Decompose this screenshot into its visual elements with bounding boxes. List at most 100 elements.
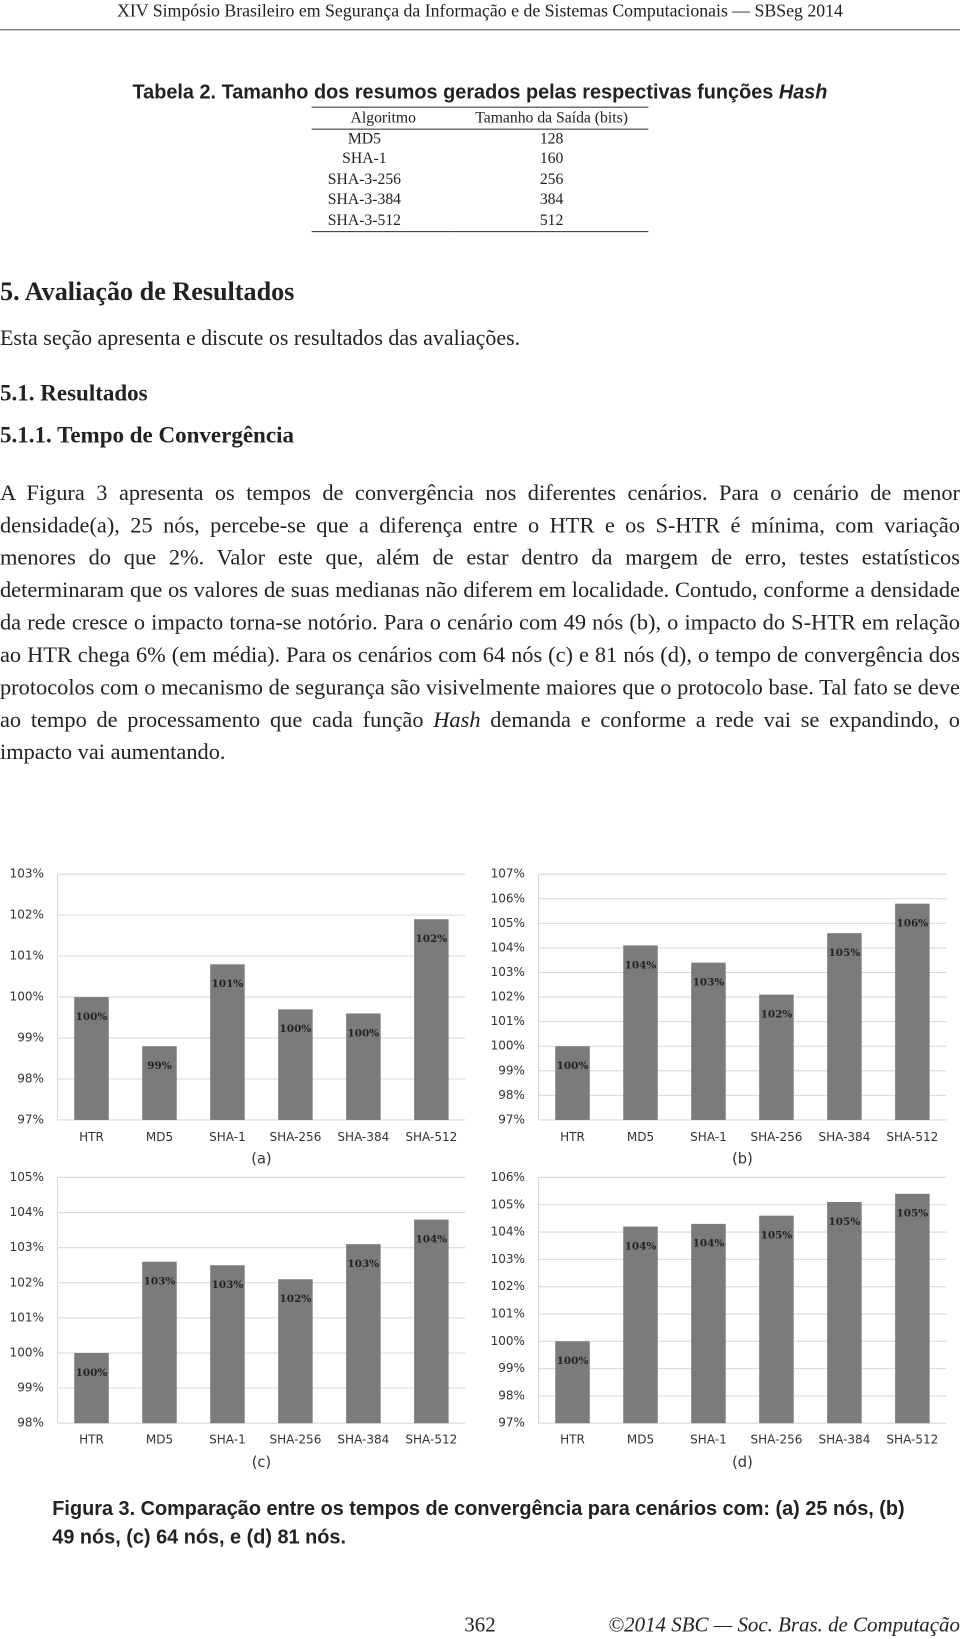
table-header-row: Algoritmo Tamanho da Saída (bits) — [311, 106, 649, 130]
chart-caption: (b) — [732, 1151, 753, 1168]
bar — [278, 1009, 313, 1120]
value-label: 100% — [280, 1023, 312, 1035]
y-tick-label: 98% — [17, 1416, 44, 1430]
y-tick-label: 99% — [17, 1381, 44, 1395]
copyright: ©2014 SBC — Soc. Bras. de Computação — [608, 1613, 960, 1637]
value-label: 100% — [76, 1367, 108, 1379]
y-tick-label: 105% — [491, 916, 525, 930]
y-tick-label: 107% — [491, 867, 525, 881]
paragraph: A Figura 3 apresenta os tempos de conver… — [0, 477, 960, 769]
value-label: 100% — [557, 1060, 589, 1072]
y-tick-label: 104% — [491, 1225, 525, 1239]
bar — [142, 1261, 177, 1424]
table-row: SHA-3-256 256 — [312, 170, 649, 190]
bar — [74, 997, 109, 1120]
running-header: XIV Simpósio Brasileiro em Segurança da … — [117, 1, 843, 21]
value-label: 105% — [897, 1208, 929, 1220]
y-tick-label: 98% — [17, 1071, 44, 1085]
x-tick-label: MD5 — [627, 1130, 654, 1144]
y-tick-label: 103% — [491, 1252, 525, 1266]
table-label: Tabela 2. — [132, 81, 217, 104]
table-header: Algoritmo — [311, 106, 455, 130]
y-tick-label: 104% — [491, 940, 525, 954]
bar — [555, 1341, 590, 1424]
table-row: SHA-1 160 — [312, 150, 649, 170]
y-tick-label: 101% — [10, 1310, 44, 1324]
y-tick-label: 99% — [498, 1361, 525, 1375]
bar — [210, 964, 245, 1120]
table-caption-emph: Hash — [778, 81, 828, 104]
y-tick-label: 100% — [491, 1039, 525, 1053]
bar — [759, 994, 794, 1120]
chart-caption: (a) — [251, 1151, 271, 1168]
y-tick-label: 99% — [17, 1031, 44, 1045]
value-label: 100% — [348, 1027, 380, 1039]
paragraph-text: demanda e conforme a rede vai se expandi… — [0, 706, 960, 765]
y-tick-label: 100% — [491, 1334, 525, 1348]
x-tick-label: HTR — [79, 1130, 104, 1144]
table-cell: MD5 — [347, 130, 381, 148]
bar — [623, 945, 658, 1120]
x-tick-label: SHA-1 — [690, 1130, 727, 1144]
value-label: 104% — [415, 1233, 447, 1245]
x-tick-label: HTR — [560, 1130, 585, 1144]
bar — [278, 1279, 313, 1424]
value-label: 104% — [625, 1240, 657, 1252]
page-number: 362 — [464, 1613, 496, 1637]
paragraph-text: A Figura 3 apresenta os tempos de conver… — [0, 479, 960, 732]
y-tick-label: 101% — [491, 1306, 525, 1320]
y-tick-label: 100% — [10, 1345, 44, 1359]
section-intro: Esta seção apresenta e discute os result… — [0, 325, 521, 351]
x-tick-label: HTR — [79, 1432, 104, 1446]
y-tick-label: 103% — [10, 1240, 44, 1254]
y-tick-label: 102% — [10, 908, 44, 922]
x-tick-label: SHA-384 — [337, 1432, 389, 1446]
y-tick-label: 97% — [17, 1112, 44, 1126]
bar — [895, 1193, 930, 1424]
bar — [74, 1352, 109, 1424]
x-tick-label: MD5 — [146, 1130, 173, 1144]
value-label: 103% — [212, 1279, 244, 1291]
x-tick-label: HTR — [560, 1432, 585, 1446]
table-row: SHA-3-512 512 — [311, 210, 649, 233]
table-cell: SHA-3-512 — [311, 210, 455, 233]
y-tick-label: 101% — [491, 1014, 525, 1028]
bar — [555, 1046, 590, 1120]
table-cell: SHA-1 — [342, 151, 387, 168]
bar — [759, 1215, 794, 1424]
x-tick-label: SHA-256 — [750, 1432, 802, 1446]
chart-caption: (d) — [732, 1454, 753, 1471]
value-label: 100% — [557, 1355, 589, 1367]
bar — [346, 1013, 381, 1120]
chart-caption: (c) — [252, 1454, 271, 1471]
table-caption: Tabela 2. Tamanho dos resumos gerados pe… — [0, 82, 960, 105]
x-tick-label: SHA-1 — [690, 1432, 727, 1446]
value-label: 102% — [761, 1008, 793, 1020]
x-tick-label: SHA-1 — [209, 1130, 246, 1144]
y-tick-label: 105% — [491, 1197, 525, 1211]
y-tick-label: 97% — [498, 1112, 525, 1126]
value-label: 105% — [829, 1216, 861, 1228]
x-tick-label: SHA-256 — [750, 1130, 802, 1144]
value-label: 103% — [144, 1276, 176, 1288]
value-label: 102% — [415, 933, 447, 945]
table-cell: 256 — [539, 171, 564, 189]
y-tick-label: 102% — [491, 1279, 525, 1293]
x-tick-label: SHA-512 — [886, 1432, 938, 1446]
y-tick-label: 102% — [10, 1275, 44, 1289]
bar — [895, 903, 930, 1120]
value-label: 99% — [147, 1060, 172, 1072]
subsection-title: 5.1. Resultados — [0, 379, 148, 406]
y-tick-label: 105% — [10, 1170, 44, 1184]
bar — [827, 1202, 862, 1424]
paragraph-emph: Hash — [433, 706, 481, 732]
x-tick-label: SHA-384 — [818, 1432, 870, 1446]
y-tick-label: 99% — [498, 1063, 525, 1077]
y-tick-label: 98% — [498, 1088, 525, 1102]
figure-caption: Figura 3. Comparação entre os tempos de … — [52, 1495, 920, 1551]
value-label: 100% — [76, 1011, 108, 1023]
bar — [414, 1219, 449, 1424]
bar — [623, 1226, 658, 1424]
